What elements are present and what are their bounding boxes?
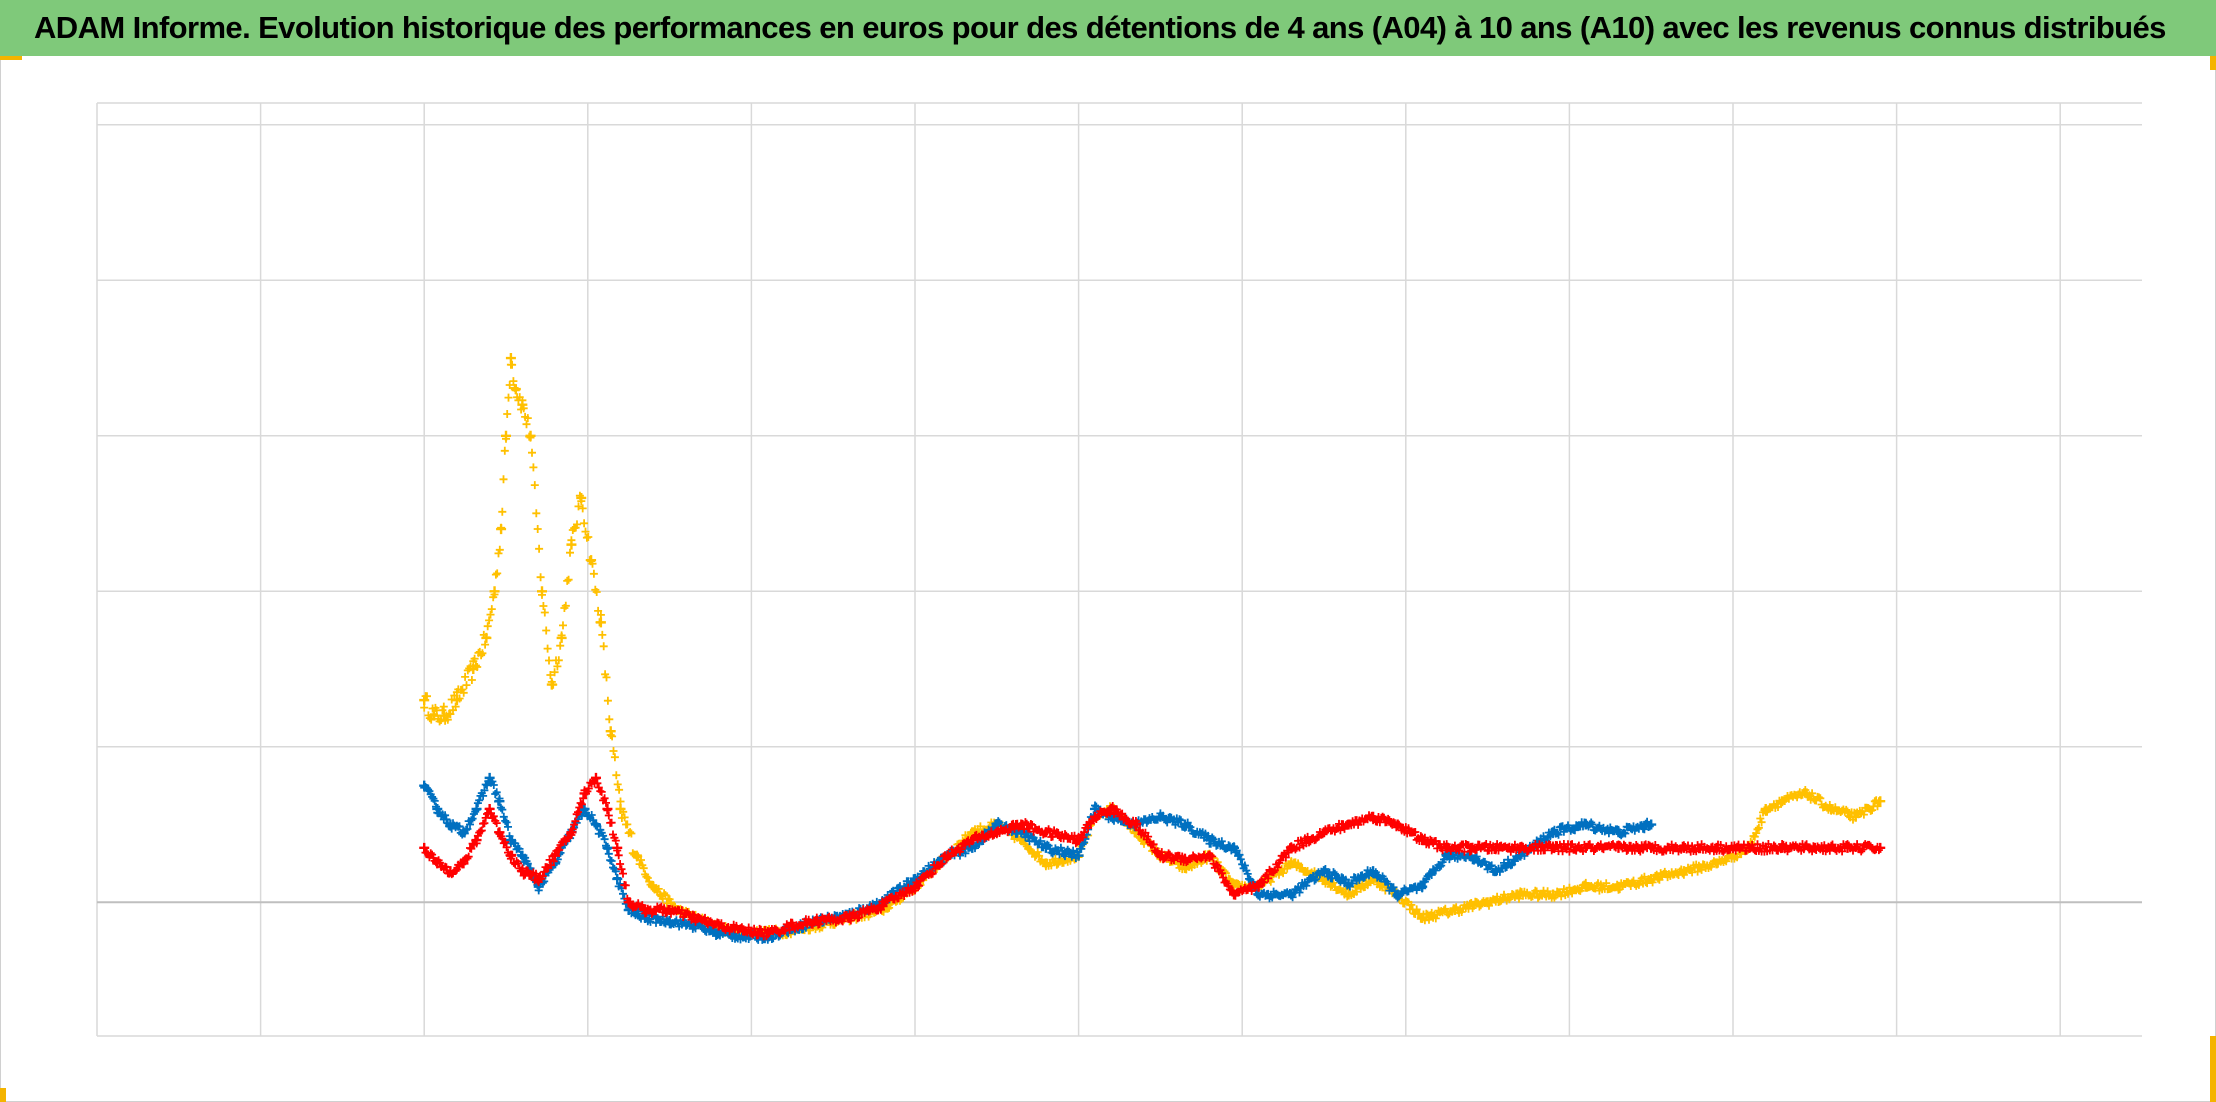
corner-accent-bottom-right (2210, 1036, 2216, 1102)
corner-accent-bottom-left (0, 1088, 6, 1102)
series-3-markers (420, 774, 1883, 941)
series-3 (419, 772, 1886, 941)
corner-accent-top-right (2210, 56, 2216, 70)
corner-accent-top-left (0, 56, 22, 60)
title-bar: ADAM Informe. Evolution historique des p… (0, 0, 2216, 56)
chart-title: ADAM Informe. Evolution historique des p… (34, 10, 2166, 45)
